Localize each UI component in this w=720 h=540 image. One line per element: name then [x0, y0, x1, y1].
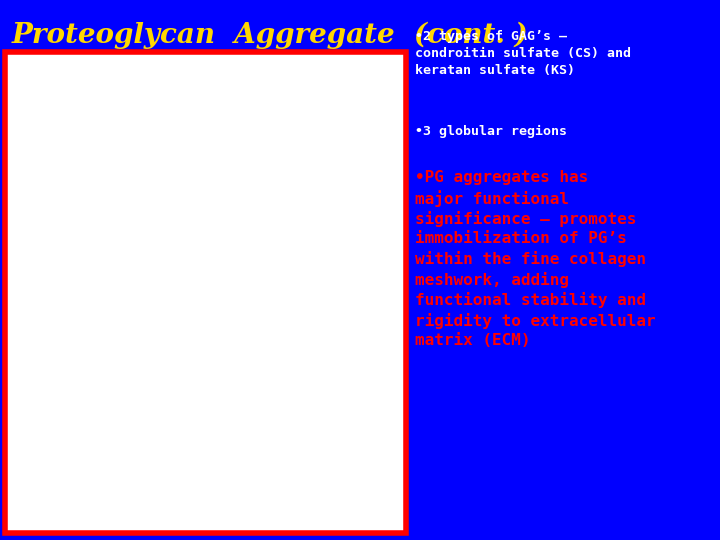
- FancyBboxPatch shape: [5, 52, 406, 533]
- Text: •3 globular regions: •3 globular regions: [415, 125, 567, 138]
- Text: •PG aggregates has
major functional
significance – promotes
immobilization of PG: •PG aggregates has major functional sign…: [415, 170, 656, 348]
- FancyBboxPatch shape: [8, 55, 403, 530]
- Text: •2 types of GAG’s –
condroitin sulfate (CS) and
keratan sulfate (KS): •2 types of GAG’s – condroitin sulfate (…: [415, 30, 631, 77]
- Text: Proteoglycan  Aggregate  (cont. ): Proteoglycan Aggregate (cont. ): [12, 22, 528, 49]
